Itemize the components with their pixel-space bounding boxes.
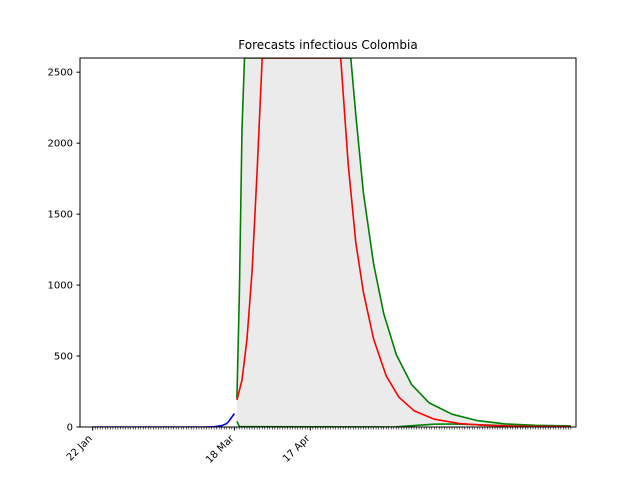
series-line-upper xyxy=(236,58,571,427)
y-tick-label: 500 xyxy=(54,352,73,363)
y-tick-label: 1500 xyxy=(48,210,73,221)
chart-title: Forecasts infectious Colombia xyxy=(238,38,417,52)
y-tick-label: 2000 xyxy=(48,139,73,150)
y-tick-label: 0 xyxy=(67,423,73,434)
confidence-band xyxy=(236,58,571,427)
y-tick-label: 2500 xyxy=(48,68,73,79)
y-tick-label: 1000 xyxy=(48,281,73,292)
series-line-observed xyxy=(92,413,236,427)
plot-area xyxy=(92,58,571,427)
series-line-median xyxy=(236,58,571,427)
